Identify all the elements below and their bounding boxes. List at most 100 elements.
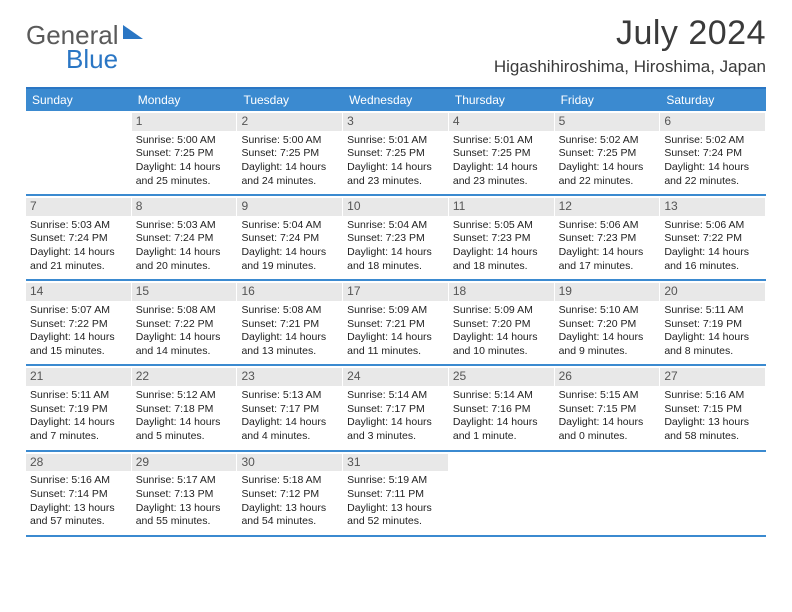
sunset-text: Sunset: 7:20 PM (558, 318, 657, 332)
day-number: 7 (26, 198, 131, 216)
day-cell: 11Sunrise: 5:05 AMSunset: 7:23 PMDayligh… (449, 196, 555, 279)
day-number: 23 (237, 368, 342, 386)
day-cell: 8Sunrise: 5:03 AMSunset: 7:24 PMDaylight… (132, 196, 238, 279)
daylight-text: Daylight: 14 hours and 16 minutes. (663, 246, 762, 273)
day-cell: 24Sunrise: 5:14 AMSunset: 7:17 PMDayligh… (343, 366, 449, 449)
daylight-text: Daylight: 14 hours and 23 minutes. (346, 161, 445, 188)
dow-sunday: Sunday (26, 89, 132, 111)
daylight-text: Daylight: 14 hours and 14 minutes. (135, 331, 234, 358)
day-cell: 22Sunrise: 5:12 AMSunset: 7:18 PMDayligh… (132, 366, 238, 449)
day-cell (555, 452, 661, 535)
day-cell: 16Sunrise: 5:08 AMSunset: 7:21 PMDayligh… (237, 281, 343, 364)
week-row: 1Sunrise: 5:00 AMSunset: 7:25 PMDaylight… (26, 111, 766, 196)
day-number: 20 (660, 283, 765, 301)
day-cell: 4Sunrise: 5:01 AMSunset: 7:25 PMDaylight… (449, 111, 555, 194)
day-number: 10 (343, 198, 448, 216)
sunrise-text: Sunrise: 5:03 AM (29, 219, 128, 233)
day-cell: 25Sunrise: 5:14 AMSunset: 7:16 PMDayligh… (449, 366, 555, 449)
dow-wednesday: Wednesday (343, 89, 449, 111)
sunset-text: Sunset: 7:24 PM (29, 232, 128, 246)
sunset-text: Sunset: 7:22 PM (663, 232, 762, 246)
day-cell: 30Sunrise: 5:18 AMSunset: 7:12 PMDayligh… (237, 452, 343, 535)
day-cell: 13Sunrise: 5:06 AMSunset: 7:22 PMDayligh… (660, 196, 766, 279)
sunrise-text: Sunrise: 5:01 AM (346, 134, 445, 148)
day-cell: 5Sunrise: 5:02 AMSunset: 7:25 PMDaylight… (555, 111, 661, 194)
sunrise-text: Sunrise: 5:09 AM (452, 304, 551, 318)
day-cell: 2Sunrise: 5:00 AMSunset: 7:25 PMDaylight… (237, 111, 343, 194)
sunset-text: Sunset: 7:24 PM (240, 232, 339, 246)
day-cell: 17Sunrise: 5:09 AMSunset: 7:21 PMDayligh… (343, 281, 449, 364)
sunset-text: Sunset: 7:15 PM (663, 403, 762, 417)
sunset-text: Sunset: 7:17 PM (240, 403, 339, 417)
daylight-text: Daylight: 13 hours and 57 minutes. (29, 502, 128, 529)
sunset-text: Sunset: 7:15 PM (558, 403, 657, 417)
sunset-text: Sunset: 7:21 PM (240, 318, 339, 332)
day-cell: 9Sunrise: 5:04 AMSunset: 7:24 PMDaylight… (237, 196, 343, 279)
sunrise-text: Sunrise: 5:08 AM (135, 304, 234, 318)
sunrise-text: Sunrise: 5:06 AM (558, 219, 657, 233)
day-number: 8 (132, 198, 237, 216)
sunset-text: Sunset: 7:25 PM (135, 147, 234, 161)
daylight-text: Daylight: 14 hours and 15 minutes. (29, 331, 128, 358)
daylight-text: Daylight: 14 hours and 13 minutes. (240, 331, 339, 358)
day-number: 9 (237, 198, 342, 216)
day-number: 11 (449, 198, 554, 216)
day-cell: 15Sunrise: 5:08 AMSunset: 7:22 PMDayligh… (132, 281, 238, 364)
sunset-text: Sunset: 7:25 PM (558, 147, 657, 161)
sunrise-text: Sunrise: 5:14 AM (346, 389, 445, 403)
daylight-text: Daylight: 14 hours and 17 minutes. (558, 246, 657, 273)
day-cell: 1Sunrise: 5:00 AMSunset: 7:25 PMDaylight… (132, 111, 238, 194)
sunset-text: Sunset: 7:22 PM (135, 318, 234, 332)
sunset-text: Sunset: 7:16 PM (452, 403, 551, 417)
sunset-text: Sunset: 7:22 PM (29, 318, 128, 332)
day-number: 17 (343, 283, 448, 301)
sunrise-text: Sunrise: 5:02 AM (663, 134, 762, 148)
daylight-text: Daylight: 14 hours and 22 minutes. (663, 161, 762, 188)
daylight-text: Daylight: 14 hours and 8 minutes. (663, 331, 762, 358)
sunset-text: Sunset: 7:11 PM (346, 488, 445, 502)
daylight-text: Daylight: 14 hours and 11 minutes. (346, 331, 445, 358)
daylight-text: Daylight: 14 hours and 18 minutes. (452, 246, 551, 273)
day-number: 24 (343, 368, 448, 386)
day-cell: 10Sunrise: 5:04 AMSunset: 7:23 PMDayligh… (343, 196, 449, 279)
sunrise-text: Sunrise: 5:18 AM (240, 474, 339, 488)
day-cell: 12Sunrise: 5:06 AMSunset: 7:23 PMDayligh… (555, 196, 661, 279)
day-cell: 14Sunrise: 5:07 AMSunset: 7:22 PMDayligh… (26, 281, 132, 364)
sunrise-text: Sunrise: 5:15 AM (558, 389, 657, 403)
day-cell: 19Sunrise: 5:10 AMSunset: 7:20 PMDayligh… (555, 281, 661, 364)
day-number: 19 (555, 283, 660, 301)
sunrise-text: Sunrise: 5:04 AM (240, 219, 339, 233)
day-number: 25 (449, 368, 554, 386)
daylight-text: Daylight: 13 hours and 58 minutes. (663, 416, 762, 443)
day-header-row: Sunday Monday Tuesday Wednesday Thursday… (26, 89, 766, 111)
day-number: 26 (555, 368, 660, 386)
week-row: 28Sunrise: 5:16 AMSunset: 7:14 PMDayligh… (26, 452, 766, 537)
daylight-text: Daylight: 14 hours and 23 minutes. (452, 161, 551, 188)
sunset-text: Sunset: 7:20 PM (452, 318, 551, 332)
sunrise-text: Sunrise: 5:13 AM (240, 389, 339, 403)
sunset-text: Sunset: 7:19 PM (663, 318, 762, 332)
day-number: 2 (237, 113, 342, 131)
dow-tuesday: Tuesday (237, 89, 343, 111)
day-number: 28 (26, 454, 131, 472)
sunset-text: Sunset: 7:19 PM (29, 403, 128, 417)
day-cell: 21Sunrise: 5:11 AMSunset: 7:19 PMDayligh… (26, 366, 132, 449)
day-number: 3 (343, 113, 448, 131)
daylight-text: Daylight: 14 hours and 4 minutes. (240, 416, 339, 443)
location: Higashihiroshima, Hiroshima, Japan (494, 57, 766, 77)
day-number: 6 (660, 113, 765, 131)
header: General July 2024 Higashihiroshima, Hiro… (26, 14, 766, 77)
dow-saturday: Saturday (660, 89, 766, 111)
title-block: July 2024 Higashihiroshima, Hiroshima, J… (494, 14, 766, 77)
daylight-text: Daylight: 14 hours and 0 minutes. (558, 416, 657, 443)
week-row: 14Sunrise: 5:07 AMSunset: 7:22 PMDayligh… (26, 281, 766, 366)
daylight-text: Daylight: 14 hours and 20 minutes. (135, 246, 234, 273)
sunrise-text: Sunrise: 5:06 AM (663, 219, 762, 233)
daylight-text: Daylight: 14 hours and 18 minutes. (346, 246, 445, 273)
sunset-text: Sunset: 7:12 PM (240, 488, 339, 502)
day-number: 21 (26, 368, 131, 386)
sunrise-text: Sunrise: 5:01 AM (452, 134, 551, 148)
sunset-text: Sunset: 7:14 PM (29, 488, 128, 502)
day-number: 29 (132, 454, 237, 472)
sunset-text: Sunset: 7:17 PM (346, 403, 445, 417)
